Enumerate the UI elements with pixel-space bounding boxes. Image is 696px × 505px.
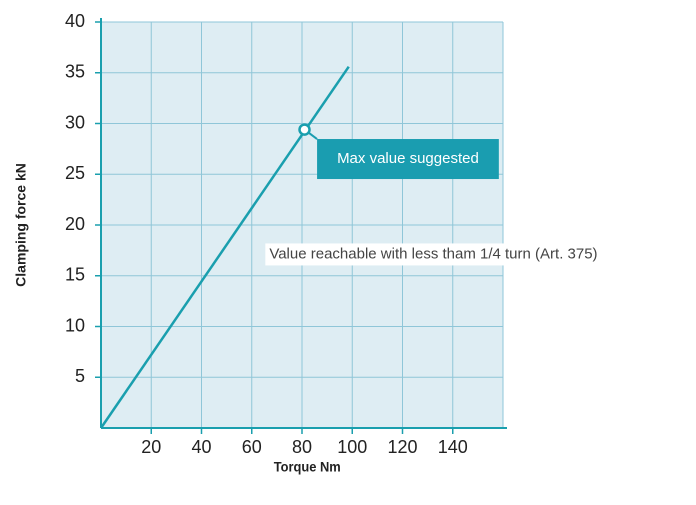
y-tick-label: 10: [65, 315, 85, 335]
x-tick-label: 100: [337, 437, 367, 457]
x-tick-label: 60: [242, 437, 262, 457]
y-tick-label: 35: [65, 62, 85, 82]
x-tick-label: 40: [191, 437, 211, 457]
x-tick-label: 20: [141, 437, 161, 457]
x-tick-label: 120: [387, 437, 417, 457]
y-tick-label: 30: [65, 112, 85, 132]
x-tick-label: 80: [292, 437, 312, 457]
y-tick-label: 15: [65, 265, 85, 285]
y-tick-label: 5: [75, 366, 85, 386]
y-tick-label: 40: [65, 11, 85, 31]
annotation-box: [317, 139, 499, 180]
annotation: Max value suggested: [337, 150, 479, 167]
y-tick-label: 25: [65, 163, 85, 183]
y-axis-title: Clamping force kN: [13, 163, 29, 287]
x-axis-title: Torque Nm: [274, 459, 341, 475]
x-tick-label: 140: [438, 437, 468, 457]
annotation-bg: [265, 243, 602, 266]
y-tick-label: 20: [65, 214, 85, 234]
annotation: Value reachable with less tham 1/4 turn …: [269, 245, 597, 262]
marker: [298, 123, 311, 136]
